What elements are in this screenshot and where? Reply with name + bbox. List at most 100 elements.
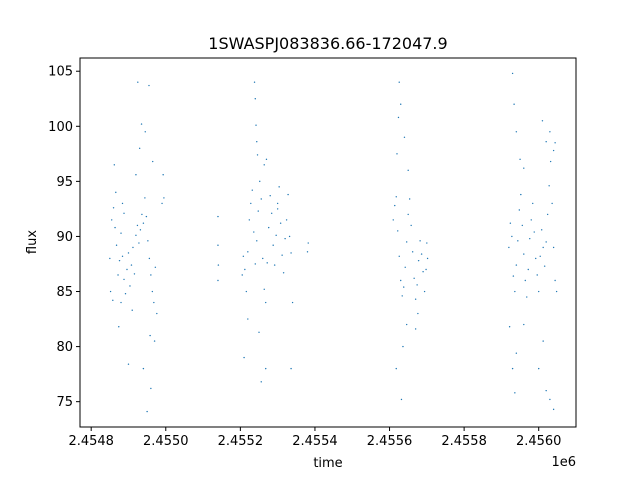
data-point — [397, 116, 400, 119]
data-point — [400, 279, 402, 282]
data-point — [549, 398, 551, 401]
data-point — [422, 270, 424, 273]
y-tick-label: 75 — [56, 395, 73, 410]
data-point — [414, 328, 417, 330]
data-point — [113, 164, 116, 166]
data-point — [515, 352, 518, 354]
data-point — [398, 255, 400, 257]
y-tick-label: 100 — [48, 120, 73, 135]
data-point — [265, 301, 267, 304]
data-point — [555, 290, 558, 293]
data-point — [263, 288, 265, 291]
data-point — [417, 312, 419, 315]
data-point — [545, 389, 547, 392]
data-point — [263, 164, 265, 166]
data-point — [117, 274, 119, 276]
data-point — [142, 367, 145, 370]
axes: 2.4548 2.4550 2.4552 2.4554 2.4556 2.4558 2.45… — [48, 65, 561, 449]
x-tick-label: 2.4552 — [218, 434, 264, 449]
data-point — [530, 219, 532, 221]
data-point — [287, 193, 289, 196]
data-point — [147, 240, 149, 242]
data-point — [288, 235, 291, 238]
data-point — [511, 235, 513, 238]
data-point — [543, 265, 546, 267]
data-point — [400, 398, 403, 401]
data-point — [161, 202, 163, 205]
data-point — [121, 202, 124, 205]
data-point — [545, 241, 547, 243]
data-point — [118, 326, 120, 328]
data-point — [551, 202, 553, 205]
data-point — [552, 246, 555, 249]
data-point — [257, 210, 259, 212]
data-point — [290, 252, 292, 254]
data-point — [255, 124, 257, 126]
data-point — [404, 266, 406, 268]
data-point — [115, 244, 118, 246]
data-point — [109, 257, 111, 260]
data-point — [265, 367, 267, 370]
x-axis-label: time — [313, 456, 342, 471]
data-point — [526, 296, 528, 298]
plot-frame — [79, 57, 577, 428]
data-point — [250, 202, 252, 205]
data-point — [273, 264, 276, 266]
data-point — [266, 262, 268, 264]
data-point — [244, 268, 246, 271]
data-point — [517, 240, 519, 242]
data-point — [426, 257, 429, 260]
y-axis-label: flux — [25, 230, 40, 254]
data-point — [276, 208, 279, 210]
data-point — [407, 169, 409, 172]
data-point — [542, 340, 544, 342]
data-point — [259, 180, 261, 183]
data-point — [554, 142, 556, 144]
data-point — [112, 299, 114, 302]
chart-title: 1SWASPJ083836.66-172047.9 — [208, 34, 447, 53]
data-point — [149, 334, 151, 337]
data-point — [138, 147, 141, 150]
data-point — [118, 259, 121, 262]
data-point — [144, 197, 146, 199]
y-tick-label: 80 — [56, 340, 73, 355]
data-point — [276, 202, 279, 205]
data-point — [120, 301, 122, 304]
data-point — [515, 264, 518, 266]
data-point — [405, 323, 408, 326]
data-point — [247, 318, 249, 320]
data-point — [554, 279, 556, 282]
data-point — [420, 253, 423, 255]
data-point — [523, 323, 525, 326]
data-point — [540, 229, 543, 231]
data-point — [130, 264, 133, 266]
data-point — [278, 186, 280, 188]
data-point — [508, 246, 510, 249]
data-point — [535, 257, 537, 260]
data-point — [523, 167, 525, 169]
data-point — [402, 345, 404, 348]
data-point — [514, 290, 516, 293]
data-point — [109, 290, 112, 293]
data-point — [135, 234, 137, 237]
data-point — [124, 293, 127, 295]
data-point — [548, 185, 550, 187]
data-point — [538, 367, 540, 370]
data-point — [521, 224, 523, 227]
data-point — [152, 160, 154, 163]
data-point — [417, 259, 420, 262]
data-point — [281, 254, 283, 256]
data-point — [279, 222, 282, 224]
data-point — [138, 242, 140, 244]
data-point — [256, 240, 258, 242]
data-point — [405, 241, 408, 243]
data-point — [416, 284, 418, 286]
data-point — [247, 251, 249, 253]
data-point — [133, 273, 136, 275]
data-point — [120, 232, 122, 234]
data-point — [153, 301, 155, 304]
data-point — [291, 301, 294, 304]
data-point — [392, 219, 394, 221]
data-point — [395, 367, 397, 370]
data-point — [541, 120, 544, 122]
